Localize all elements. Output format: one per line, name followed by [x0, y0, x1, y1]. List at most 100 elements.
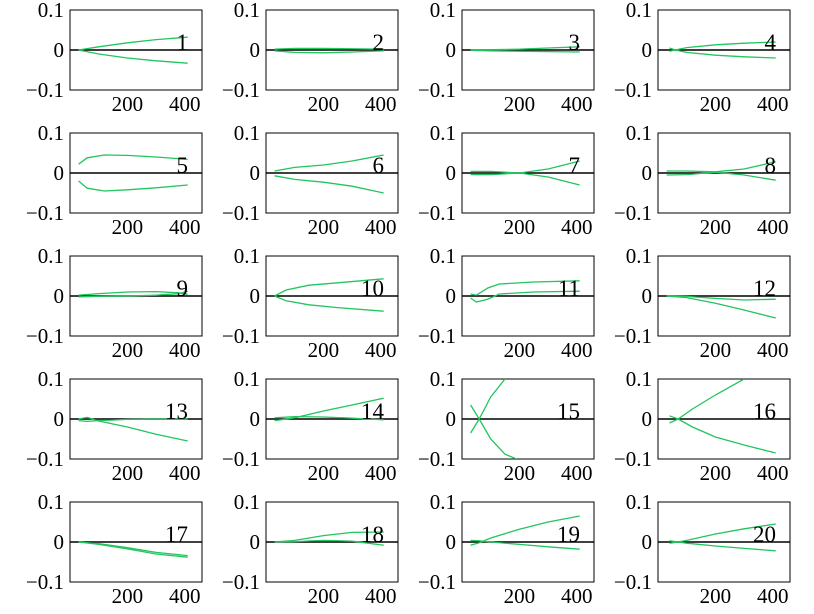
x-tick-label: 200	[308, 584, 340, 608]
x-tick-label: 400	[561, 461, 593, 485]
y-tick-label: −0.1	[222, 201, 260, 225]
series-line	[78, 154, 188, 165]
series-line	[470, 290, 580, 303]
series-line	[669, 540, 776, 552]
y-tick-label: 0.1	[38, 367, 64, 391]
series-line	[470, 539, 580, 550]
y-tick-label: 0.1	[626, 121, 652, 145]
y-tick-label: 0	[54, 530, 65, 554]
y-tick-label: −0.1	[26, 201, 64, 225]
y-tick-label: 0.1	[626, 490, 652, 514]
panel-number-label: 9	[177, 276, 189, 301]
x-tick-label: 400	[365, 92, 397, 116]
x-tick-label: 200	[112, 215, 144, 239]
y-tick-label: 0	[250, 284, 261, 308]
y-tick-label: 0.1	[234, 0, 260, 22]
y-tick-label: 0.1	[234, 244, 260, 268]
series-line	[274, 397, 384, 422]
series-line	[470, 379, 506, 434]
y-tick-label: −0.1	[614, 78, 652, 102]
y-tick-label: −0.1	[222, 78, 260, 102]
x-tick-label: 400	[757, 92, 789, 116]
x-tick-label: 200	[112, 584, 144, 608]
panel-9: 0.1 0 −0.1 200 400 9	[26, 244, 203, 362]
series-line	[274, 175, 384, 194]
series-line	[274, 278, 384, 297]
panel-number-label: 8	[765, 153, 777, 178]
panel-13: 0.1 0 −0.1 200 400 13	[26, 367, 203, 485]
panel-number-label: 19	[557, 522, 580, 547]
y-tick-label: 0.1	[430, 121, 456, 145]
y-tick-label: −0.1	[418, 324, 456, 348]
x-tick-label: 200	[112, 338, 144, 362]
y-tick-label: −0.1	[418, 570, 456, 594]
y-tick-label: 0.1	[234, 490, 260, 514]
y-tick-label: 0	[642, 38, 653, 62]
y-tick-label: 0	[250, 161, 261, 185]
panel-18: 0.1 0 −0.1 200 400 18	[222, 490, 399, 608]
series-line	[274, 154, 384, 172]
y-tick-label: 0.1	[38, 121, 64, 145]
y-tick-label: −0.1	[26, 78, 64, 102]
panel-number-label: 20	[753, 522, 776, 547]
x-tick-label: 400	[365, 584, 397, 608]
x-tick-label: 400	[365, 338, 397, 362]
y-tick-label: −0.1	[222, 324, 260, 348]
panel-11: 0.1 0 −0.1 200 400 11	[418, 244, 595, 362]
x-tick-label: 400	[561, 215, 593, 239]
x-tick-label: 200	[504, 215, 536, 239]
y-tick-label: 0.1	[626, 0, 652, 22]
series-line	[274, 295, 384, 312]
y-tick-label: 0.1	[626, 367, 652, 391]
y-tick-label: −0.1	[222, 447, 260, 471]
y-tick-label: 0	[250, 407, 261, 431]
panel-1: 0.1 0 −0.1 200 400 1	[26, 0, 203, 116]
y-tick-label: 0.1	[430, 490, 456, 514]
x-tick-label: 400	[169, 338, 201, 362]
x-tick-label: 400	[561, 338, 593, 362]
y-tick-label: 0	[642, 407, 653, 431]
x-tick-label: 200	[112, 461, 144, 485]
y-tick-label: 0.1	[430, 367, 456, 391]
series-line	[470, 280, 580, 296]
series-line	[274, 47, 384, 50]
x-tick-label: 200	[308, 92, 340, 116]
x-tick-label: 200	[700, 92, 732, 116]
y-tick-label: −0.1	[418, 201, 456, 225]
panel-8: 0.1 0 −0.1 200 400 8	[614, 121, 791, 239]
y-tick-label: 0.1	[430, 244, 456, 268]
y-tick-label: 0	[54, 407, 65, 431]
x-tick-label: 200	[112, 92, 144, 116]
y-tick-label: −0.1	[614, 570, 652, 594]
x-tick-label: 400	[169, 461, 201, 485]
panel-6: 0.1 0 −0.1 200 400 6	[222, 121, 399, 239]
panel-number-label: 3	[569, 30, 581, 55]
x-tick-label: 400	[169, 92, 201, 116]
y-tick-label: 0.1	[38, 490, 64, 514]
series-line	[274, 415, 384, 421]
y-tick-label: 0	[54, 284, 65, 308]
panel-number-label: 14	[361, 399, 385, 424]
series-line	[78, 418, 188, 423]
x-tick-label: 200	[700, 584, 732, 608]
y-tick-label: −0.1	[26, 324, 64, 348]
series-line	[669, 49, 776, 59]
y-tick-label: 0	[642, 161, 653, 185]
series-line	[470, 170, 580, 186]
panel-17: 0.1 0 −0.1 200 400 17	[26, 490, 203, 608]
panel-number-label: 16	[753, 399, 776, 424]
series-line	[669, 379, 745, 424]
panel-number-label: 10	[361, 276, 384, 301]
x-tick-label: 200	[308, 461, 340, 485]
y-tick-label: 0.1	[234, 121, 260, 145]
series-line	[78, 49, 188, 64]
panel-4: 0.1 0 −0.1 200 400 4	[614, 0, 791, 116]
y-tick-label: 0	[446, 530, 457, 554]
series-line	[669, 41, 776, 51]
series-line	[78, 416, 188, 442]
panel-19: 0.1 0 −0.1 200 400 19	[418, 490, 595, 608]
series-line	[78, 290, 188, 298]
y-tick-label: 0	[642, 284, 653, 308]
series-line	[669, 415, 776, 454]
